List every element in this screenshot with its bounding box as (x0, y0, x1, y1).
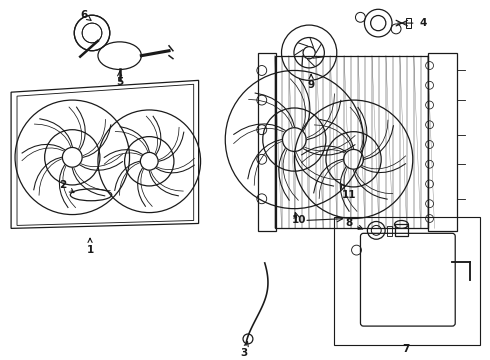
Bar (334, 217, 480, 345)
Text: 1: 1 (86, 238, 94, 255)
Text: 2: 2 (59, 180, 74, 193)
Bar (274, 56, 428, 228)
Text: 6: 6 (80, 10, 91, 21)
Bar (428, 53, 457, 231)
Bar (258, 53, 275, 231)
Text: 8: 8 (345, 219, 363, 229)
Bar (406, 18, 411, 28)
Text: 7: 7 (402, 344, 410, 354)
Text: 9: 9 (308, 74, 315, 90)
Text: 3: 3 (241, 342, 248, 358)
Bar (394, 224, 408, 236)
Text: 5: 5 (116, 71, 123, 87)
Bar (387, 226, 392, 236)
Text: 11: 11 (341, 184, 356, 200)
Text: 4: 4 (420, 18, 427, 28)
Text: 10: 10 (292, 216, 307, 225)
